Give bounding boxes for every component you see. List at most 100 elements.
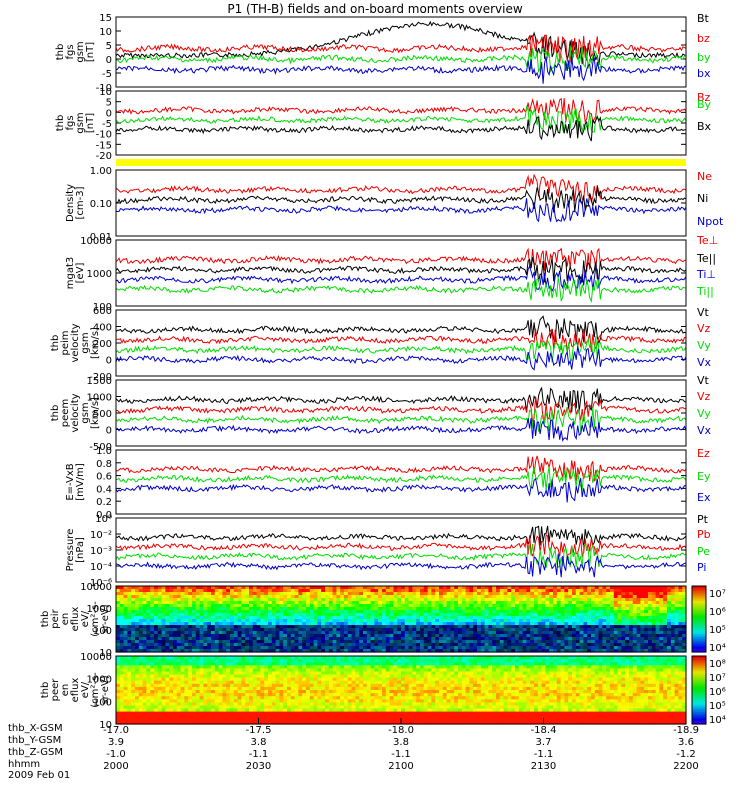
heatmap-cell — [161, 607, 166, 611]
heatmap-cell — [378, 640, 383, 644]
heatmap-cell — [530, 598, 535, 602]
heatmap-cell — [203, 592, 208, 596]
heatmap-cell — [211, 601, 216, 605]
heatmap-cell — [230, 711, 235, 716]
heatmap-cell — [226, 631, 231, 635]
heatmap-cell — [515, 592, 520, 596]
heatmap-cell — [591, 625, 596, 629]
heatmap-cell — [423, 604, 429, 608]
heatmap-cell — [336, 714, 341, 719]
heatmap-cell — [515, 607, 520, 611]
heatmap-cell — [264, 592, 269, 596]
heatmap-cell — [294, 613, 299, 617]
heatmap-cell — [393, 613, 398, 617]
heatmap-cell — [492, 649, 497, 653]
heatmap-cell — [461, 604, 467, 608]
heatmap-cell — [233, 680, 239, 685]
heatmap-cell — [203, 619, 208, 623]
heatmap-cell — [207, 604, 212, 608]
heatmap-cell — [328, 589, 334, 593]
heatmap-cell — [344, 668, 349, 673]
heatmap-cell — [583, 607, 588, 611]
heatmap-cell — [355, 649, 360, 653]
heatmap-cell — [458, 625, 463, 629]
heatmap-cell — [583, 637, 588, 641]
heatmap-cell — [469, 613, 474, 617]
heatmap-cell — [670, 601, 676, 605]
heatmap-cell — [473, 646, 478, 650]
heatmap-cell — [602, 646, 607, 650]
heatmap-cell — [351, 702, 356, 707]
heatmap-cell — [336, 690, 341, 694]
heatmap-cell — [180, 683, 185, 688]
heatmap-cell — [473, 637, 478, 641]
heatmap-cell — [632, 595, 638, 599]
heatmap-cell — [230, 668, 235, 673]
heatmap-cell — [636, 622, 641, 626]
heatmap-cell — [275, 659, 280, 663]
heatmap-cell — [363, 592, 368, 596]
heatmap-cell — [241, 637, 246, 641]
heatmap-cell — [332, 637, 337, 641]
heatmap-cell — [587, 619, 592, 623]
heatmap-cell — [515, 586, 520, 590]
heatmap-cell — [321, 686, 326, 691]
heatmap-cell — [648, 598, 653, 602]
heatmap-cell — [184, 640, 189, 644]
heatmap-cell — [344, 601, 349, 605]
heatmap-cell — [313, 708, 318, 713]
heatmap-cell — [290, 656, 296, 660]
heatmap-cell — [214, 595, 220, 599]
heatmap-cell — [313, 646, 318, 650]
heatmap-cell — [173, 634, 178, 638]
heatmap-cell — [556, 625, 562, 629]
heatmap-cell — [325, 714, 330, 719]
heatmap-cell — [127, 711, 132, 716]
heatmap-cell — [309, 634, 315, 638]
heatmap-cell — [439, 622, 444, 626]
heatmap-cell — [157, 610, 163, 614]
heatmap-cell — [138, 708, 144, 713]
heatmap-cell — [465, 622, 470, 626]
heatmap-cell — [211, 604, 216, 608]
heatmap-cell — [290, 622, 296, 626]
heatmap-cell — [199, 631, 204, 635]
heatmap-cell — [195, 665, 201, 669]
series-line-npot — [115, 197, 687, 223]
heatmap-cell — [507, 649, 512, 653]
heatmap-cell — [138, 680, 144, 685]
heatmap-cell — [249, 631, 254, 635]
heatmap-cell — [351, 622, 356, 626]
heatmap-cell — [271, 589, 277, 593]
heatmap-cell — [180, 711, 185, 716]
panel-frame — [115, 585, 687, 653]
heatmap-cell — [526, 643, 531, 647]
heatmap-cell — [199, 598, 204, 602]
heatmap-cell — [416, 649, 421, 653]
heatmap-cell — [214, 586, 220, 590]
heatmap-cell — [116, 622, 121, 626]
legend-bz: bz — [697, 32, 710, 45]
heatmap-cell — [252, 607, 258, 611]
heatmap-cell — [268, 592, 273, 596]
heatmap-cell — [256, 714, 261, 719]
heatmap-cell — [237, 708, 242, 713]
heatmap-cell — [610, 637, 615, 641]
heatmap-cell — [226, 711, 231, 716]
heatmap-cell — [268, 631, 273, 635]
heatmap-cell — [503, 601, 508, 605]
colorbar-cell — [692, 623, 706, 627]
heatmap-cell — [237, 717, 242, 722]
series-line-pe — [115, 542, 687, 568]
heatmap-cell — [458, 619, 463, 623]
heatmap-cell — [321, 625, 326, 629]
heatmap-cell — [313, 717, 318, 722]
heatmap-cell — [180, 619, 185, 623]
y-tick-label: 0.8 — [96, 459, 112, 470]
heatmap-cell — [157, 598, 163, 602]
heatmap-cell — [583, 625, 588, 629]
heatmap-cell — [222, 702, 227, 707]
heatmap-cell — [503, 631, 508, 635]
heatmap-cell — [484, 595, 489, 599]
heatmap-cell — [203, 586, 208, 590]
